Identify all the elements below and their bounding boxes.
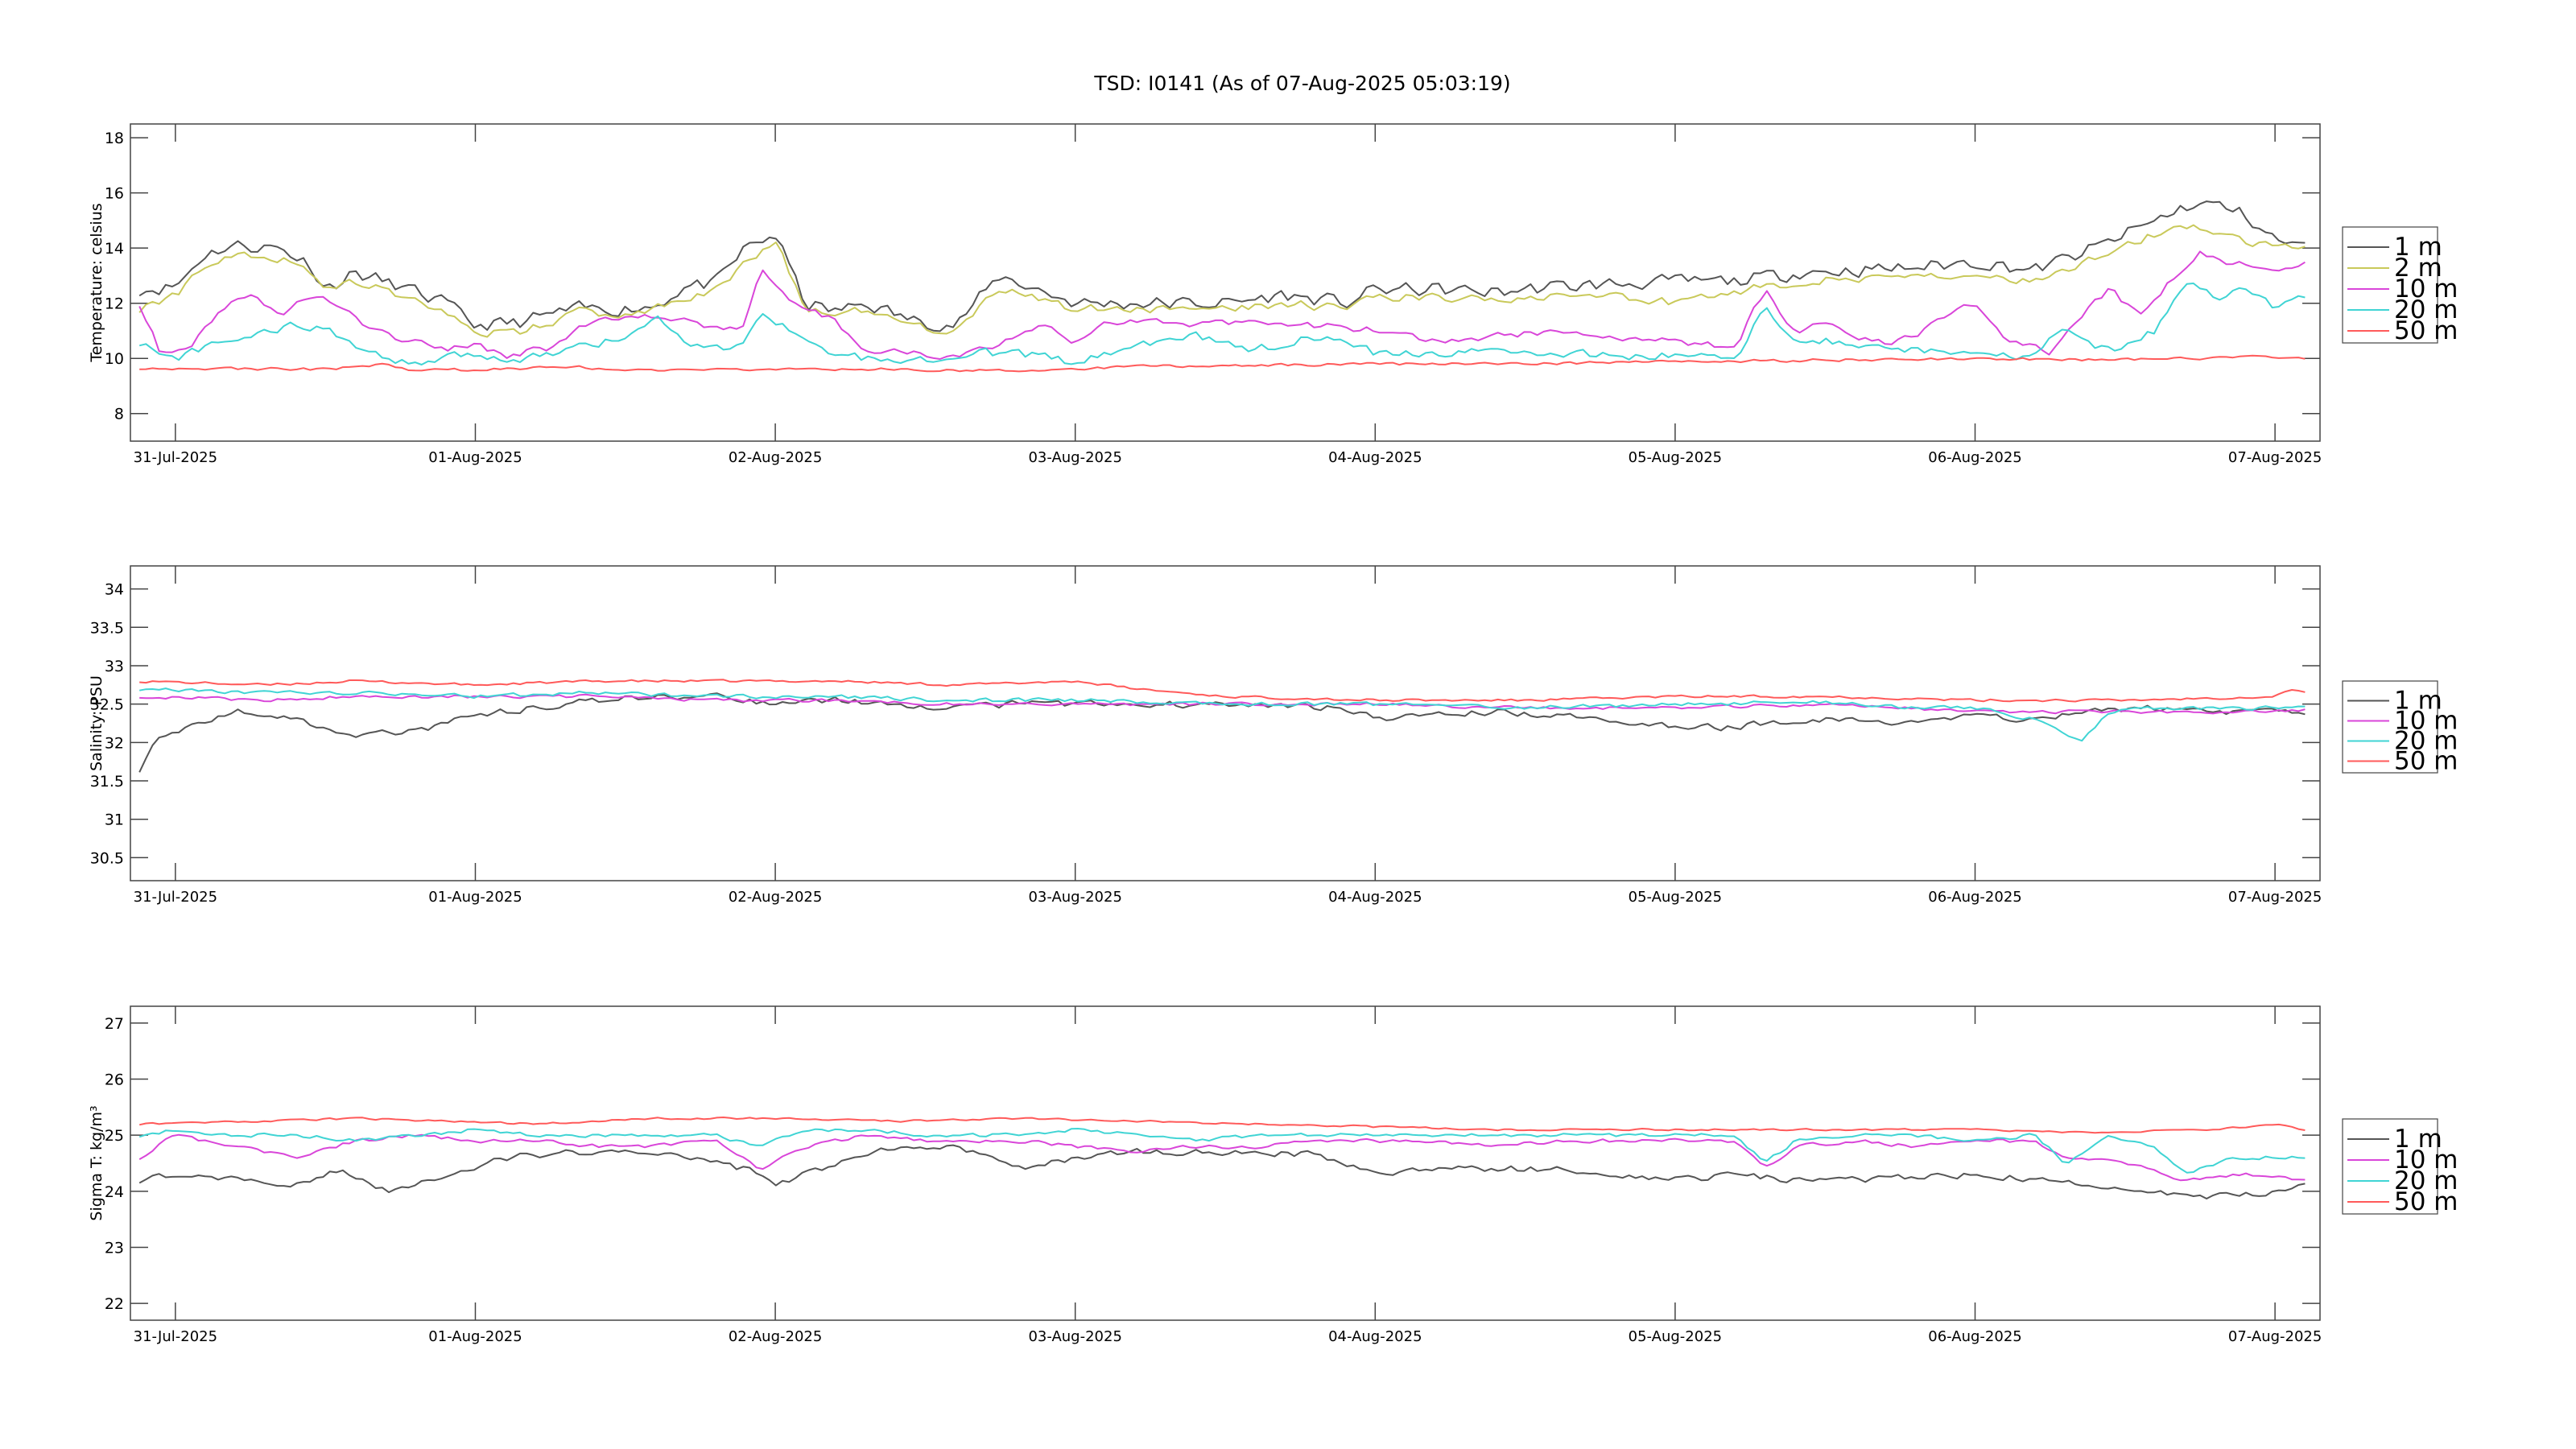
series-line-20-m [139, 687, 2306, 742]
legend-label: 1 m [2394, 1125, 2442, 1154]
x-tick-label: 07-Aug-2025 [2228, 449, 2322, 466]
x-tick-label: 06-Aug-2025 [1928, 449, 2021, 466]
legend-label: 10 m [2394, 707, 2458, 736]
y-axis-label: Salinity: PSU [88, 675, 105, 771]
series-line-2-m [138, 224, 2306, 338]
x-tick-label: 31-Jul-2025 [134, 889, 217, 906]
legend-label: 20 m [2394, 295, 2458, 324]
y-tick-label: 24 [105, 1183, 124, 1201]
figure-title: TSD: I0141 (As of 07-Aug-2025 05:03:19) [1093, 72, 1510, 95]
legend-label: 10 m [2394, 275, 2458, 303]
legend-label: 1 m [2394, 687, 2442, 716]
legend-label: 50 m [2394, 747, 2458, 776]
x-tick-label: 31-Jul-2025 [134, 1328, 217, 1345]
series-line-10-m [138, 250, 2306, 360]
series-line-50-m [139, 354, 2306, 373]
series-line-50-m [139, 679, 2306, 703]
axes-box [130, 123, 2321, 442]
y-tick-label: 30.5 [90, 849, 124, 867]
y-tick-label: 18 [105, 130, 124, 147]
legend: 1 m2 m10 m20 m50 m [2342, 226, 2458, 345]
x-tick-label: 07-Aug-2025 [2228, 889, 2322, 906]
x-tick-label: 05-Aug-2025 [1629, 889, 1722, 906]
x-tick-label: 01-Aug-2025 [428, 449, 522, 466]
y-axis-label: Sigma T: kg/m³ [88, 1105, 105, 1220]
x-tick-label: 05-Aug-2025 [1629, 1328, 1722, 1345]
axes-box [130, 565, 2321, 881]
x-tick-label: 06-Aug-2025 [1928, 1328, 2021, 1345]
y-tick-label: 32.5 [90, 696, 124, 714]
y-tick-label: 12 [105, 295, 124, 313]
y-axis-label: Temperature: celsius [88, 203, 105, 362]
x-tick-label: 04-Aug-2025 [1328, 449, 1422, 466]
legend-box [2342, 1118, 2438, 1215]
series-line-1-m [138, 1144, 2306, 1199]
legend: 1 m10 m20 m50 m [2342, 680, 2458, 776]
y-tick-label: 25 [105, 1127, 124, 1145]
y-tick-label: 32 [105, 734, 124, 752]
x-tick-label: 05-Aug-2025 [1629, 449, 1722, 466]
y-tick-label: 22 [105, 1295, 124, 1313]
y-tick-label: 14 [105, 240, 124, 258]
x-tick-label: 07-Aug-2025 [2228, 1328, 2322, 1345]
x-tick-label: 01-Aug-2025 [428, 889, 522, 906]
legend-box [2342, 680, 2438, 774]
series-line-10-m [138, 1133, 2306, 1182]
panel-2: 30.5 31 31.5 32 32.5 33 33.5 34 31-Jul-2025 01-Au… [88, 565, 2458, 906]
legend-label: 20 m [2394, 1166, 2458, 1195]
y-tick-label: 31 [105, 811, 124, 829]
axes-box [130, 1005, 2321, 1321]
x-tick-label: 03-Aug-2025 [1028, 449, 1121, 466]
x-tick-label: 04-Aug-2025 [1328, 1328, 1422, 1345]
legend-label: 1 m [2394, 233, 2442, 262]
y-tick-label: 33.5 [90, 619, 124, 637]
x-tick-label: 02-Aug-2025 [729, 1328, 822, 1345]
x-tick-label: 03-Aug-2025 [1028, 1328, 1121, 1345]
x-tick-label: 01-Aug-2025 [428, 1328, 522, 1345]
x-tick-label: 03-Aug-2025 [1028, 889, 1121, 906]
y-tick-label: 16 [105, 185, 124, 203]
y-tick-label: 8 [114, 406, 124, 423]
y-tick-label: 33 [105, 658, 124, 675]
x-tick-label: 04-Aug-2025 [1328, 889, 1422, 906]
legend: 1 m10 m20 m50 m [2342, 1118, 2458, 1216]
series-line-20-m [138, 283, 2306, 365]
x-tick-label: 06-Aug-2025 [1928, 889, 2021, 906]
x-tick-label: 31-Jul-2025 [134, 449, 217, 466]
panel-1: 8 10 12 14 16 18 31-Jul-2025 01-Aug-2025 02-Aug-… [88, 123, 2458, 466]
y-tick-label: 27 [105, 1015, 124, 1033]
legend-label: 50 m [2394, 1187, 2458, 1216]
x-tick-label: 02-Aug-2025 [729, 449, 822, 466]
legend-label: 2 m [2394, 254, 2442, 283]
y-tick-label: 26 [105, 1071, 124, 1089]
y-tick-label: 34 [105, 581, 124, 599]
legend-label: 10 m [2394, 1146, 2458, 1174]
legend-label: 20 m [2394, 727, 2458, 756]
series-line-20-m [138, 1128, 2306, 1174]
panel-3: 22 23 24 25 26 27 31-Jul-2025 01-Aug-2025 02-Aug… [88, 1005, 2458, 1345]
y-tick-label: 23 [105, 1239, 124, 1257]
x-tick-label: 02-Aug-2025 [729, 889, 822, 906]
series-line-1-m [138, 692, 2306, 773]
legend-label: 50 m [2394, 316, 2458, 345]
series-line-50-m [138, 1117, 2306, 1134]
y-tick-label: 31.5 [90, 773, 124, 791]
series-line-1-m [138, 200, 2306, 332]
y-tick-label: 10 [105, 350, 124, 368]
